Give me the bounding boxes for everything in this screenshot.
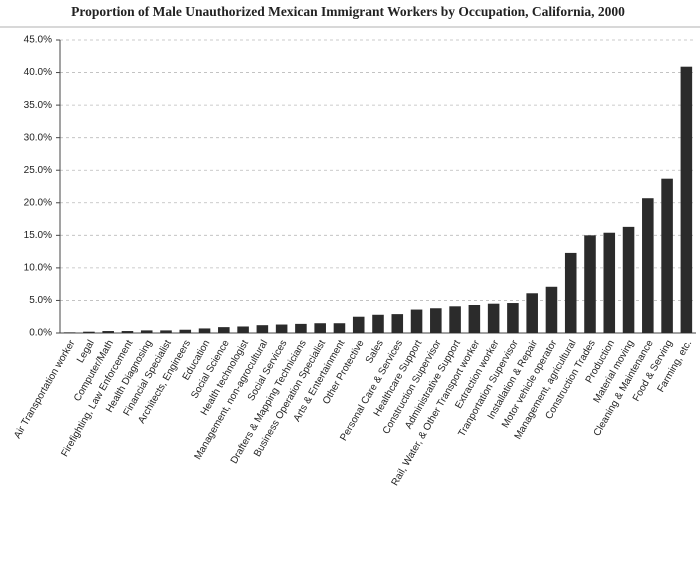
bar <box>140 330 153 333</box>
bar <box>449 306 461 333</box>
bar <box>102 331 114 333</box>
bar <box>642 198 654 333</box>
bar <box>83 331 95 333</box>
bar <box>160 330 172 333</box>
bar <box>198 328 211 333</box>
bar <box>256 325 269 333</box>
y-tick-label: 45.0% <box>24 35 52 46</box>
y-tick-label: 35.0% <box>24 100 52 111</box>
chart-title: Proportion of Male Unauthorized Mexican … <box>71 4 625 19</box>
bar <box>372 314 384 333</box>
y-tick-label: 25.0% <box>24 165 52 176</box>
y-tick-label: 20.0% <box>24 197 52 208</box>
bar <box>661 178 673 333</box>
bar <box>603 232 616 333</box>
bar <box>218 327 230 333</box>
y-tick-label: 10.0% <box>24 263 52 274</box>
bar <box>622 226 635 333</box>
bar <box>545 286 558 333</box>
bar <box>333 323 346 333</box>
bar <box>121 331 134 333</box>
y-tick-label: 0.0% <box>29 328 52 339</box>
y-tick-label: 30.0% <box>24 132 52 143</box>
y-tick-label: 5.0% <box>29 295 52 306</box>
bar <box>314 323 326 333</box>
bar <box>526 293 538 333</box>
bar <box>487 303 500 333</box>
bar <box>584 235 596 333</box>
bar <box>564 252 577 333</box>
bar <box>507 303 519 333</box>
bar <box>352 316 365 333</box>
bar <box>391 314 404 333</box>
bar <box>179 329 192 333</box>
bar <box>410 309 423 333</box>
bar <box>468 305 481 333</box>
bar <box>430 308 442 333</box>
bar <box>63 332 76 333</box>
y-tick-label: 15.0% <box>24 230 52 241</box>
bar <box>295 323 307 333</box>
bar <box>680 66 693 333</box>
bar <box>275 324 288 333</box>
y-tick-label: 40.0% <box>24 67 52 78</box>
bar <box>237 326 249 333</box>
